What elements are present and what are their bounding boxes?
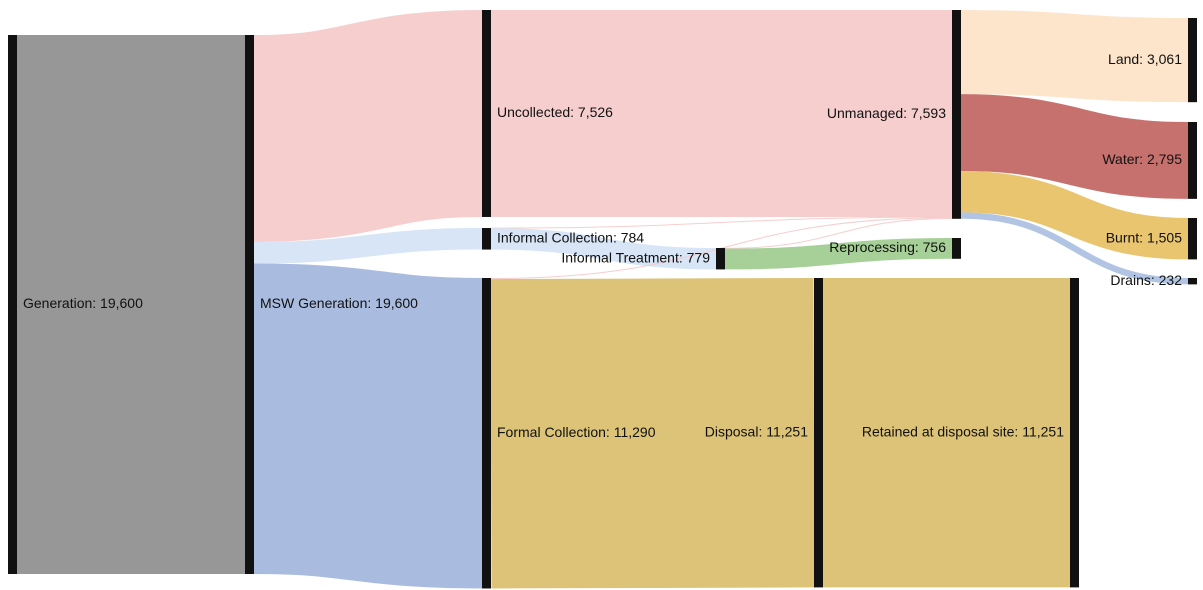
- link: [252, 9, 484, 242]
- node-label: Drains: 232: [1110, 272, 1182, 288]
- node: [482, 10, 491, 217]
- link: [960, 212, 1189, 285]
- node-label: Formal Collection: 11,290: [497, 424, 656, 440]
- node: [8, 35, 17, 574]
- node: [1188, 278, 1197, 285]
- node: [245, 35, 254, 574]
- link: [490, 278, 815, 589]
- link: [724, 238, 953, 270]
- link: [960, 9, 1189, 103]
- link: [253, 228, 483, 264]
- node: [1070, 278, 1079, 588]
- node-label: Water: 2,795: [1102, 151, 1182, 167]
- link: [960, 94, 1189, 199]
- node: [1188, 18, 1197, 103]
- node: [952, 10, 961, 219]
- link: [960, 171, 1189, 260]
- node-label: Reprocessing: 756: [829, 239, 946, 255]
- link: [490, 216, 953, 229]
- node-label: Land: 3,061: [1108, 51, 1182, 67]
- node: [814, 278, 823, 588]
- node-label: Generation: 19,600: [23, 295, 143, 311]
- link: [490, 228, 717, 270]
- node: [482, 278, 491, 589]
- node-label: Uncollected: 7,526: [497, 104, 613, 120]
- node-label: Retained at disposal site: 11,251: [862, 423, 1064, 439]
- node-label: Informal Collection: 784: [497, 229, 644, 245]
- node-label: Disposal: 11,251: [705, 423, 808, 439]
- node: [1188, 218, 1197, 260]
- node-label: Unmanaged: 7,593: [827, 105, 946, 121]
- link: [724, 217, 953, 249]
- node: [482, 228, 491, 250]
- node-label: Informal Treatment: 779: [561, 249, 710, 265]
- node: [1188, 122, 1197, 199]
- node-label: MSW Generation: 19,600: [260, 295, 418, 311]
- node-label: Burnt: 1,505: [1106, 229, 1182, 245]
- node: [952, 238, 961, 259]
- link: [253, 263, 483, 589]
- node: [716, 248, 725, 270]
